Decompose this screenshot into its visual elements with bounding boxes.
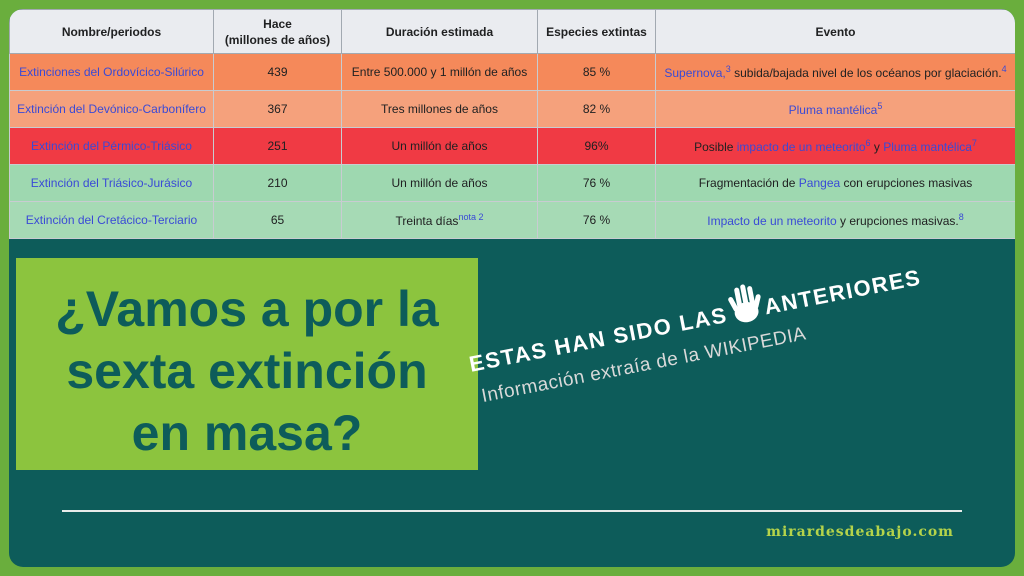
- table-row: Extinción del Devónico-Carbonífero 367 T…: [9, 90, 1015, 128]
- cell-species: 96%: [537, 127, 656, 165]
- link-cretaceous[interactable]: Extinción del Cretácico-Terciario: [25, 213, 198, 227]
- cell-species: 76 %: [537, 201, 656, 239]
- link-supernova[interactable]: Supernova,: [664, 66, 726, 80]
- open-hand-icon: [724, 282, 766, 334]
- ref-sup[interactable]: 8: [958, 212, 964, 222]
- link-meteor-impact[interactable]: impacto de un meteorito: [736, 140, 866, 154]
- cell-event: Fragmentación de Pangea con erupciones m…: [655, 164, 1015, 202]
- tagline-part2: ANTERIORES: [762, 264, 924, 320]
- cell-duration: Entre 500.000 y 1 millón de años: [341, 53, 538, 91]
- cell-duration: Un millón de años: [341, 164, 538, 202]
- header-name: Nombre/periodos: [9, 9, 214, 54]
- event-text: Fragmentación de: [698, 176, 799, 190]
- cell-duration: Tres millones de años: [341, 90, 538, 128]
- site-watermark: mirardesdeabajo.com: [766, 524, 954, 540]
- tagline-group: ESTAS HAN SIDO LASANTERIORES Información…: [458, 208, 981, 470]
- cell-species: 82 %: [537, 90, 656, 128]
- link-mantle-plume[interactable]: Pluma mantélica: [788, 103, 878, 117]
- cell-event: Posible impacto de un meteorito6 y Pluma…: [655, 127, 1015, 165]
- note-sup[interactable]: nota 2: [458, 212, 484, 222]
- link-mantle-plume[interactable]: Pluma mantélica: [883, 140, 972, 154]
- event-text: subida/bajada nivel de los océanos por g…: [730, 66, 1002, 80]
- event-text: y erupciones masivas.: [836, 214, 959, 228]
- cell-name: Extinción del Devónico-Carbonífero: [9, 90, 214, 128]
- link-ordovician[interactable]: Extinciones del Ordovícico-Silúrico: [19, 65, 204, 79]
- headline-line3: en masa?: [131, 405, 363, 461]
- extinctions-table: Nombre/periodos Hace (millones de años) …: [9, 9, 1015, 239]
- cell-event: Supernova,3 subida/bajada nivel de los o…: [655, 53, 1015, 91]
- event-text: con erupciones masivas: [840, 176, 973, 190]
- cell-ago: 367: [213, 90, 342, 128]
- header-ago-line1: Hace: [263, 16, 292, 31]
- header-duration: Duración estimada: [341, 9, 538, 54]
- ref-sup[interactable]: 5: [877, 101, 883, 111]
- cell-ago: 210: [213, 164, 342, 202]
- cell-name: Extinción del Cretácico-Terciario: [9, 201, 214, 239]
- ref-sup[interactable]: 7: [971, 138, 977, 148]
- table-row: Extinción del Triásico-Jurásico 210 Un m…: [9, 164, 1015, 202]
- ref-sup[interactable]: 4: [1001, 64, 1007, 74]
- cell-species: 76 %: [537, 164, 656, 202]
- header-event: Evento: [655, 9, 1015, 54]
- ref-sup[interactable]: 6: [865, 138, 871, 148]
- link-triassic[interactable]: Extinción del Triásico-Jurásico: [30, 176, 193, 190]
- table-row: Extinciones del Ordovícico-Silúrico 439 …: [9, 53, 1015, 91]
- headline: ¿Vamos a por la sexta extinción en masa?: [16, 258, 478, 464]
- link-devonian[interactable]: Extinción del Devónico-Carbonífero: [17, 102, 206, 116]
- cell-duration: Un millón de años: [341, 127, 538, 165]
- table-row: Extinción del Pérmico-Triásico 251 Un mi…: [9, 127, 1015, 165]
- link-pangea[interactable]: Pangea: [798, 176, 841, 190]
- header-ago-line2: (millones de años): [224, 32, 331, 47]
- link-meteor-impact[interactable]: Impacto de un meteorito: [707, 214, 837, 228]
- cell-ago: 65: [213, 201, 342, 239]
- headline-box: ¿Vamos a por la sexta extinción en masa?: [16, 258, 478, 470]
- header-ago: Hace (millones de años): [213, 9, 342, 54]
- cell-event: Pluma mantélica5: [655, 90, 1015, 128]
- cell-event: Impacto de un meteorito y erupciones mas…: [655, 201, 1015, 239]
- headline-line2: sexta extinción: [66, 343, 428, 399]
- duration-text: Treinta días: [395, 214, 459, 228]
- link-permian[interactable]: Extinción del Pérmico-Triásico: [31, 139, 192, 153]
- ref-sup[interactable]: 3: [725, 64, 731, 74]
- event-text: Posible: [694, 140, 737, 154]
- cell-name: Extinciones del Ordovícico-Silúrico: [9, 53, 214, 91]
- tagline-heading: ESTAS HAN SIDO LASANTERIORES: [464, 251, 924, 384]
- cell-duration: Treinta díasnota 2: [341, 201, 538, 239]
- cell-name: Extinción del Triásico-Jurásico: [9, 164, 214, 202]
- headline-line1: ¿Vamos a por la: [55, 281, 439, 337]
- cell-ago: 439: [213, 53, 342, 91]
- event-text: y: [870, 140, 884, 154]
- cell-species: 85 %: [537, 53, 656, 91]
- table-header-row: Nombre/periodos Hace (millones de años) …: [9, 9, 1015, 54]
- content-panel: Nombre/periodos Hace (millones de años) …: [9, 9, 1015, 567]
- divider: [62, 510, 962, 512]
- cell-name: Extinción del Pérmico-Triásico: [9, 127, 214, 165]
- header-species: Especies extintas: [537, 9, 656, 54]
- cell-ago: 251: [213, 127, 342, 165]
- table-row: Extinción del Cretácico-Terciario 65 Tre…: [9, 201, 1015, 239]
